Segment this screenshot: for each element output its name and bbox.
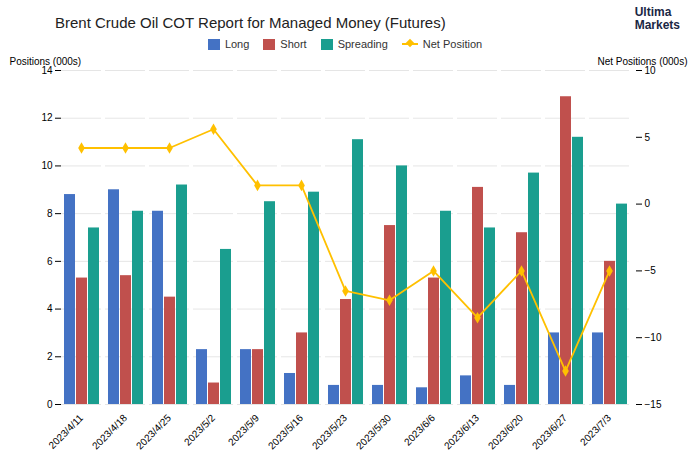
html-text:Ultima: Ultima — [634, 5, 672, 19]
svg-text:2023/4/25: 2023/4/25 — [134, 412, 174, 452]
svg-text:14: 14 — [41, 64, 53, 76]
svg-text:10: 10 — [644, 64, 656, 76]
html-text:Brent Crude Oil COT Report for: Brent Crude Oil COT Report for Managed M… — [55, 14, 446, 31]
svg-text:2: 2 — [47, 351, 53, 362]
svg-text:2023/5/23: 2023/5/23 — [310, 412, 350, 452]
svg-text:Positions (000s): Positions (000s) — [10, 56, 82, 67]
svg-text:0: 0 — [645, 198, 651, 209]
html-text:Short: Short — [280, 38, 307, 50]
svg-text:4: 4 — [47, 303, 53, 314]
svg-text:10: 10 — [41, 160, 53, 171]
html-text:Long: Long — [224, 38, 250, 50]
svg-text:2023/6/13: 2023/6/13 — [442, 412, 482, 452]
html-text:Spreading: Spreading — [337, 38, 388, 50]
svg-text:−15: −15 — [645, 399, 662, 410]
svg-text:2023/6/6: 2023/6/6 — [402, 412, 438, 448]
svg-text:8: 8 — [47, 208, 53, 219]
svg-text:2023/5/16: 2023/5/16 — [266, 412, 306, 452]
html-text:Markets: Markets — [634, 18, 680, 32]
svg-text:5: 5 — [645, 132, 651, 143]
svg-text:−5: −5 — [645, 265, 657, 276]
svg-text:2023/7/3: 2023/7/3 — [578, 412, 614, 448]
svg-text:6: 6 — [47, 256, 53, 267]
svg-text:2023/4/18: 2023/4/18 — [90, 412, 130, 452]
svg-text:2023/6/27: 2023/6/27 — [530, 412, 570, 452]
svg-text:12: 12 — [41, 112, 53, 123]
svg-text:2023/5/9: 2023/5/9 — [226, 412, 262, 448]
svg-text:2023/5/2: 2023/5/2 — [182, 412, 218, 448]
svg-text:2023/5/30: 2023/5/30 — [354, 412, 394, 452]
svg-text:−10: −10 — [645, 332, 662, 343]
svg-text:2023/4/11: 2023/4/11 — [46, 412, 85, 451]
svg-text:0: 0 — [47, 399, 53, 410]
svg-text:2023/6/20: 2023/6/20 — [486, 412, 526, 452]
svg-text:Net Positions (000s): Net Positions (000s) — [597, 56, 687, 67]
html-text:Net Position: Net Position — [422, 38, 483, 50]
